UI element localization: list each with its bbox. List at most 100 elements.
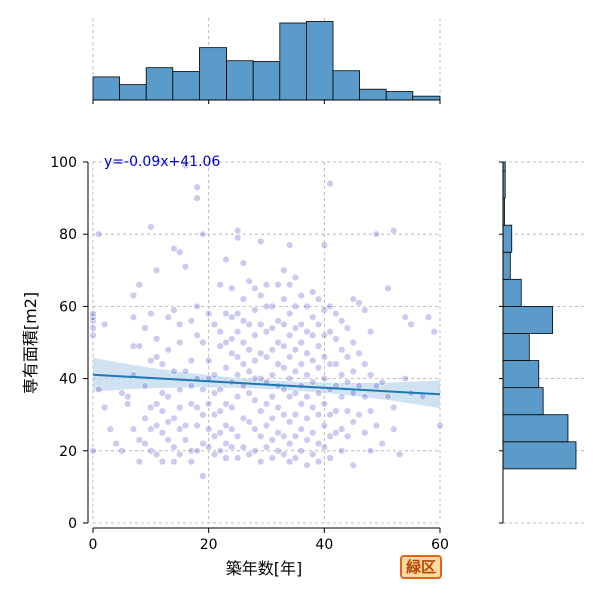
scatter-point — [141, 414, 149, 423]
scatter-point — [372, 382, 381, 390]
scatter-point — [193, 421, 201, 430]
scatter-point — [228, 403, 236, 412]
scatter-point — [285, 392, 294, 401]
scatter-point — [181, 161, 190, 170]
scatter-point — [170, 244, 178, 253]
scatter-point — [361, 392, 369, 401]
scatter-point — [349, 338, 357, 347]
y-tick-label: 60 — [59, 299, 77, 315]
scatter-point — [251, 447, 259, 455]
grid — [92, 161, 441, 524]
scatter-point — [89, 447, 97, 455]
scatter-point — [291, 454, 300, 462]
scatter-point — [314, 389, 323, 397]
scatter-point — [222, 255, 230, 264]
scatter-point — [170, 306, 178, 314]
scatter-point — [326, 411, 334, 419]
scatter-point — [251, 284, 259, 293]
scatter-point — [320, 374, 329, 383]
scatter-point — [141, 382, 149, 390]
scatter-point — [147, 223, 155, 231]
scatter-point — [210, 389, 219, 397]
x-tick-label: 20 — [200, 537, 218, 553]
scatter-point — [355, 299, 363, 307]
regression-line — [92, 373, 441, 396]
scatter-point — [297, 425, 305, 433]
scatter-point — [285, 241, 294, 249]
scatter-point — [228, 284, 236, 293]
scatter-point — [251, 374, 259, 383]
scatter-point — [187, 356, 196, 365]
scatter-point — [268, 454, 276, 462]
scatter-point — [222, 309, 230, 318]
scatter-point — [164, 392, 172, 401]
scatter-point — [291, 389, 300, 397]
scatter-point — [337, 447, 346, 455]
scatter-point — [378, 378, 386, 386]
scatter-point — [285, 281, 294, 289]
scatter-point — [280, 266, 288, 274]
scatter-point — [297, 320, 305, 329]
scatter-point — [262, 443, 271, 451]
scatter-point — [176, 248, 184, 256]
scatter-point — [343, 407, 352, 415]
scatter-point — [314, 342, 323, 350]
scatter-point — [332, 407, 340, 415]
scatter-point — [320, 400, 329, 408]
scatter-point — [268, 302, 276, 311]
scatter-point — [152, 335, 161, 343]
scatter-point — [187, 317, 196, 325]
scatter-point — [193, 331, 201, 339]
scatter-point — [285, 353, 294, 361]
scatter-point — [158, 360, 167, 368]
scatter-point — [257, 291, 265, 300]
scatter-point — [303, 461, 311, 469]
scatter-point — [147, 447, 155, 455]
scatter-point — [268, 392, 276, 401]
scatter-point — [303, 349, 311, 358]
scatter-point — [129, 313, 138, 321]
regression-line-group — [92, 373, 441, 396]
scatter-point — [135, 281, 143, 289]
scatter-point — [257, 457, 265, 466]
scatter-point — [280, 385, 288, 394]
scatter-point — [320, 353, 329, 361]
scatter-point — [129, 342, 138, 350]
scatter-point — [204, 356, 213, 365]
scatter-point — [309, 331, 317, 339]
scatter-point — [204, 400, 213, 408]
scatter-point — [320, 421, 329, 430]
scatter-point — [118, 389, 126, 397]
scatter-point — [337, 371, 346, 379]
scatter-point — [245, 450, 253, 459]
scatter-point — [343, 353, 352, 361]
scatter-point — [176, 450, 184, 459]
scatter-point — [297, 338, 305, 347]
tick-labels: 0 20 40 60 0 20 40 60 80 100 — [50, 155, 449, 553]
scatter-point — [297, 447, 305, 455]
scatter-point — [401, 313, 409, 321]
scatter-point — [297, 360, 305, 368]
scatter-point — [257, 349, 265, 358]
scatter-point — [164, 418, 172, 426]
regression-band — [93, 357, 440, 409]
scatter-point — [361, 306, 369, 314]
scatter-point — [262, 327, 271, 336]
scatter-point — [193, 403, 201, 412]
scatter-point — [257, 237, 265, 246]
scatter-point — [280, 320, 288, 329]
marginal-x-histogram — [92, 18, 441, 104]
scatter-point — [355, 382, 363, 390]
x-axis-title: 築年数[年] — [226, 559, 303, 578]
scatter-point — [251, 306, 259, 314]
scatter-point — [332, 360, 340, 368]
scatter-point — [222, 338, 230, 347]
scatter-point — [245, 346, 253, 354]
x-tick-label: 0 — [89, 537, 98, 553]
scatter-point — [268, 324, 276, 332]
hist-y-bar — [502, 414, 569, 443]
scatter-point — [274, 403, 282, 412]
scatter-point — [204, 309, 213, 318]
scatter-point — [407, 320, 415, 329]
scatter-point — [274, 338, 282, 347]
